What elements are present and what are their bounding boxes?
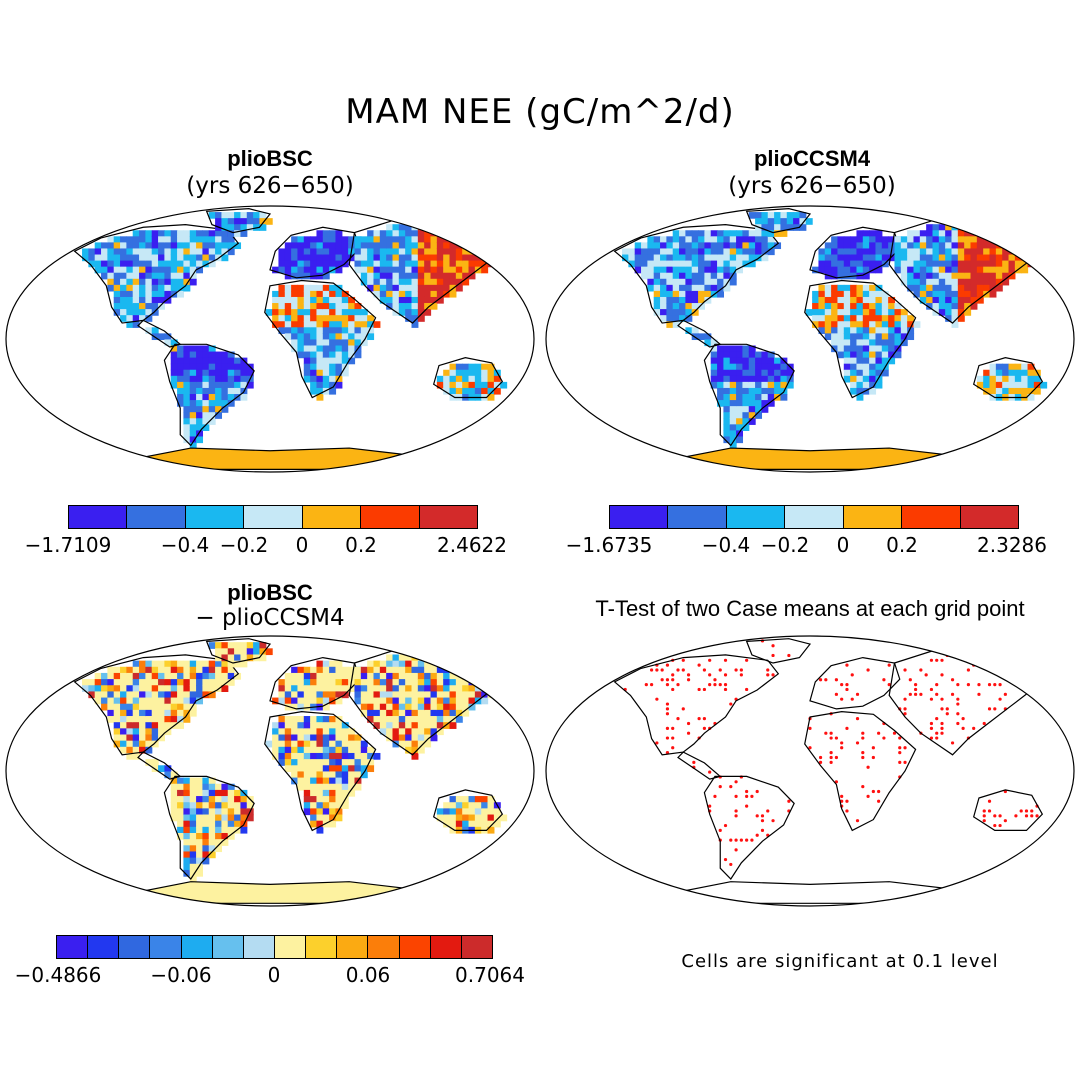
colorbar-swatch [360,506,419,528]
colorbar-swatch [460,936,492,958]
colorbar-swatch [305,936,337,958]
colorbar-swatch [784,506,843,528]
colorbar-swatch [69,506,127,528]
cb3-label-min: −0.4866 [14,963,102,987]
colorbar-swatch [243,506,302,528]
map-panel-3 [5,635,535,907]
colorbar-swatch [901,506,960,528]
cb1-label-max: 2.4622 [437,533,507,557]
colorbar-swatch [429,936,461,958]
colorbar-swatch [367,936,399,958]
colorbar-swatch [959,506,1018,528]
colorbar-swatch [126,506,185,528]
cb3-label: 0.06 [345,963,391,987]
cb2-label: 0.2 [886,533,918,557]
colorbar-swatch [336,936,368,958]
cb3-label-max: 0.7064 [455,963,525,987]
cb1-label-min: −1.7109 [24,533,112,557]
colorbar-swatch [273,936,306,958]
colorbar-swatch [667,506,726,528]
colorbar-swatch [242,936,274,958]
colorbar-2 [609,505,1019,529]
cb1-label: 0 [295,533,309,557]
colorbar-swatch [149,936,181,958]
cb2-label-max: 2.3286 [977,533,1047,557]
significance-note: Cells are significant at 0.1 level [681,951,999,972]
map-panel-2 [545,205,1075,473]
colorbar-3 [56,935,493,959]
map-panel-1 [5,205,535,473]
colorbar-swatch [118,936,150,958]
cb1-label: −0.2 [219,533,269,557]
colorbar-swatch [398,936,430,958]
panel2-title: plioCCSM4 [753,146,871,171]
figure-title: MAM NEE (gC/m^2/d) [345,92,735,132]
colorbar-swatch [184,506,244,528]
cb1-label: −0.4 [160,533,210,557]
cb2-label-min: −1.6735 [565,533,653,557]
cb2-label: 0 [836,533,850,557]
panel4-title: T-Test of two Case means at each grid po… [595,596,1025,621]
colorbar-swatch [610,506,668,528]
colorbar-swatch [87,936,119,958]
colorbar-swatch [842,506,902,528]
panel1-subtitle: (yrs 626−650) [186,173,354,199]
colorbar-swatch [211,936,243,958]
panel1-title: plioBSC [227,146,313,171]
cb2-label: −0.2 [760,533,810,557]
map-panel-4 [545,635,1075,907]
colorbar-swatch [725,506,785,528]
colorbar-swatch [301,506,361,528]
panel3-subtitle: − plioCCSM4 [195,605,345,631]
cb2-label: −0.4 [701,533,751,557]
colorbar-swatch [418,506,477,528]
colorbar-swatch [180,936,212,958]
colorbar-1 [68,505,478,529]
cb3-label: 0 [267,963,281,987]
cb1-label: 0.2 [345,533,377,557]
panel3-title: plioBSC [227,580,313,605]
cb3-label: −0.06 [150,963,212,987]
colorbar-swatch [57,936,88,958]
panel2-subtitle: (yrs 626−650) [728,173,896,199]
